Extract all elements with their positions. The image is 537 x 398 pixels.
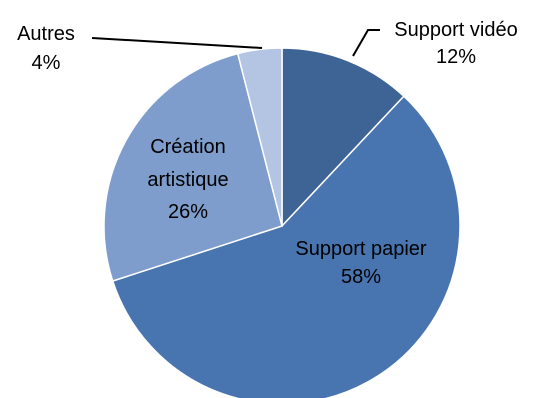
slices-layer: [103, 47, 461, 398]
leader-lines-layer: [91, 29, 380, 57]
pie-slice-autres: [236, 47, 283, 227]
leader-line-autres: [91, 37, 263, 49]
label-autres-percent: 4%: [32, 52, 61, 74]
pie-slice-creation-artistique: [103, 52, 283, 282]
labels-layer: Support vidéo 12% Support papier 58% Cré…: [17, 19, 518, 288]
pie-slice-support-papier: [111, 95, 461, 398]
leader-line-support-video: [352, 29, 380, 57]
label-creation-line2: artistique: [147, 169, 228, 191]
label-support-video-percent: 12%: [436, 46, 476, 68]
label-support-papier-percent: 58%: [341, 266, 381, 288]
label-support-papier-name: Support papier: [295, 238, 427, 260]
pie-slice-support-video: [281, 47, 405, 227]
label-creation-percent: 26%: [168, 201, 208, 223]
label-creation-line1: Création: [150, 136, 226, 158]
label-autres-name: Autres: [17, 23, 75, 45]
label-support-video-name: Support vidéo: [394, 19, 517, 41]
